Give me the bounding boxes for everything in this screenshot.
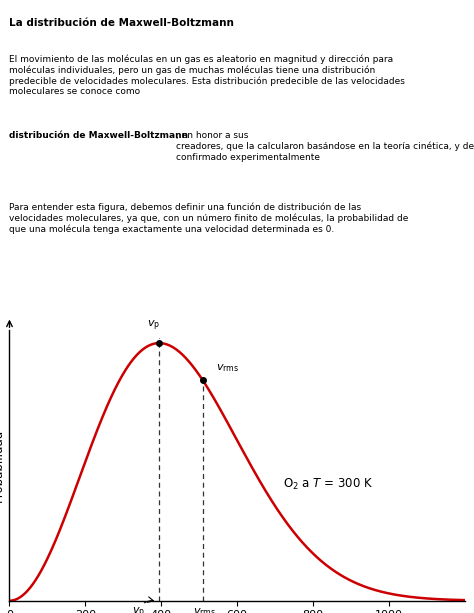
- Text: La distribución de Maxwell-Boltzmann: La distribución de Maxwell-Boltzmann: [9, 18, 234, 28]
- Text: O$_2$ a $T$ = 300 K: O$_2$ a $T$ = 300 K: [283, 478, 373, 492]
- Text: $v_\mathrm{rms}$: $v_\mathrm{rms}$: [193, 606, 217, 613]
- Text: distribución de Maxwell-Boltzmann: distribución de Maxwell-Boltzmann: [9, 131, 189, 140]
- Text: $v_\mathrm{p}$: $v_\mathrm{p}$: [132, 606, 145, 613]
- Text: El movimiento de las moléculas en un gas es aleatorio en magnitud y dirección pa: El movimiento de las moléculas en un gas…: [9, 54, 405, 96]
- Text: $v_\mathrm{rms}$: $v_\mathrm{rms}$: [216, 362, 239, 374]
- Y-axis label: Probabilidad: Probabilidad: [0, 429, 5, 502]
- Text: $v_\mathrm{p}$: $v_\mathrm{p}$: [147, 319, 160, 333]
- Text: , en honor a sus
creadores, que la calcularon basándose en la teoría cinética, y: , en honor a sus creadores, que la calcu…: [175, 131, 474, 162]
- Text: Para entender esta figura, debemos definir una función de distribución de las
ve: Para entender esta figura, debemos defin…: [9, 203, 409, 234]
